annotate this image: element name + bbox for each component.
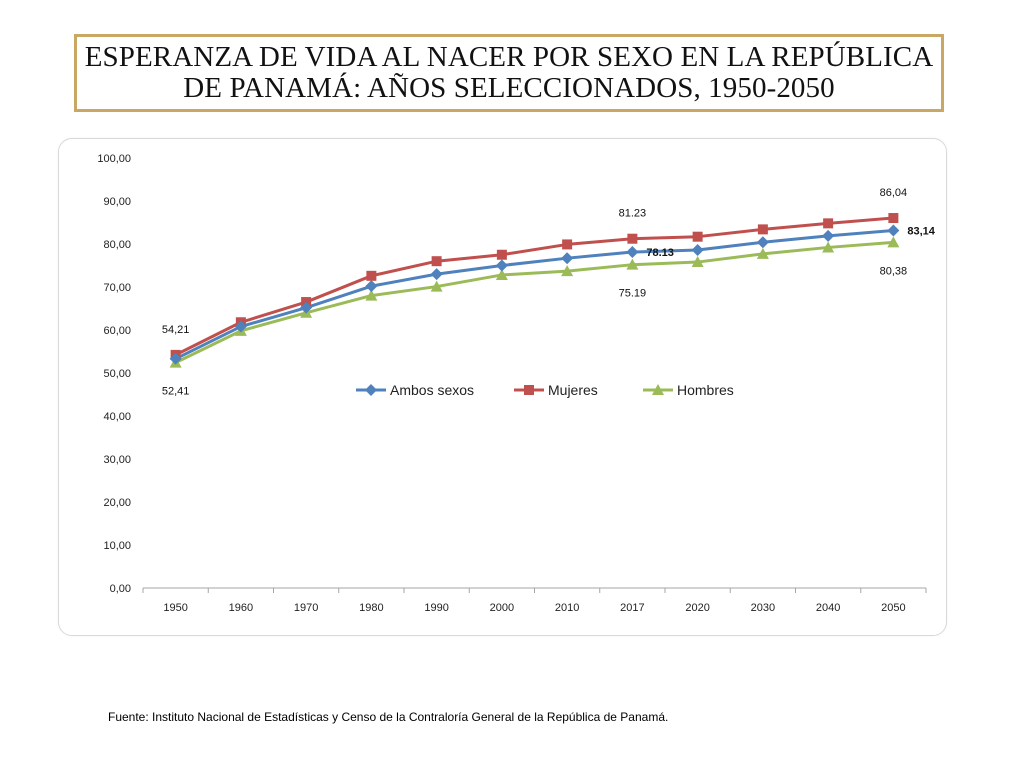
y-tick-label: 20,00	[103, 497, 131, 509]
legend-marker	[652, 384, 664, 395]
x-tick-label: 2050	[881, 602, 905, 614]
x-tick-label: 1960	[229, 602, 253, 614]
x-tick-label: 1970	[294, 602, 318, 614]
source-note: Fuente: Instituto Nacional de Estadístic…	[108, 710, 669, 724]
data-label: 75.19	[619, 288, 647, 300]
data-point-mujeres	[496, 249, 507, 260]
title-box: ESPERANZA DE VIDA AL NACER POR SEXO EN L…	[74, 34, 944, 112]
data-point-ambos-sexos	[887, 224, 900, 237]
data-label: 81.23	[619, 208, 647, 220]
data-point-hombres	[365, 289, 378, 301]
data-point-hombres	[626, 258, 639, 270]
data-label: 52,41	[162, 386, 190, 398]
x-tick-label: 1950	[163, 602, 187, 614]
data-point-hombres	[756, 247, 769, 259]
x-tick-label: 2030	[751, 602, 775, 614]
series-line-ambos-sexos	[174, 229, 894, 361]
data-point-hombres	[887, 236, 900, 248]
data-label: 86,04	[880, 187, 908, 199]
data-point-ambos-sexos	[430, 268, 443, 281]
data-label: 78.13	[646, 247, 674, 259]
data-point-hombres	[561, 265, 574, 277]
data-point-ambos-sexos	[626, 246, 639, 259]
chart-frame: 0,00 10,00 20,00 30,00 40,00 50,00 60,00 70,00 8…	[58, 138, 947, 636]
data-point-ambos-sexos	[234, 320, 247, 333]
data-point-mujeres	[757, 224, 768, 235]
data-point-hombres	[822, 241, 835, 253]
data-point-mujeres	[888, 213, 899, 224]
data-point-mujeres	[431, 256, 442, 267]
y-tick-label: 30,00	[103, 454, 131, 466]
data-point-ambos-sexos	[300, 301, 313, 314]
y-tick-label: 70,00	[103, 282, 131, 294]
legend-label: Hombres	[677, 382, 734, 398]
data-point-mujeres	[562, 239, 573, 250]
x-tick-label: 2020	[685, 602, 709, 614]
x-tick-label: 2010	[555, 602, 579, 614]
data-point-ambos-sexos	[756, 236, 769, 249]
data-point-ambos-sexos	[561, 252, 574, 265]
y-tick-label: 60,00	[103, 325, 131, 337]
x-tick-label: 1980	[359, 602, 383, 614]
legend-marker	[524, 385, 534, 395]
legend-marker	[365, 384, 377, 396]
x-tick-label: 2040	[816, 602, 840, 614]
data-point-ambos-sexos	[365, 280, 378, 293]
data-point-hombres	[691, 256, 704, 268]
x-tick-label: 2017	[620, 602, 644, 614]
legend-label: Mujeres	[548, 382, 598, 398]
data-point-mujeres	[692, 231, 703, 242]
data-point-mujeres	[627, 233, 638, 244]
y-tick-label: 90,00	[103, 196, 131, 208]
data-label: 80,38	[880, 265, 908, 277]
series-line-hombres	[174, 240, 894, 364]
data-point-hombres	[430, 280, 443, 292]
data-point-mujeres	[823, 218, 834, 229]
data-point-ambos-sexos	[822, 229, 835, 242]
x-tick-label: 2000	[490, 602, 514, 614]
data-point-ambos-sexos	[169, 352, 182, 365]
y-tick-label: 50,00	[103, 368, 131, 380]
page-title: ESPERANZA DE VIDA AL NACER POR SEXO EN L…	[84, 41, 934, 104]
life-expectancy-chart: 0,00 10,00 20,00 30,00 40,00 50,00 60,00 70,00 8…	[97, 153, 935, 614]
y-tick-label: 0,00	[110, 583, 131, 595]
data-point-ambos-sexos	[691, 244, 704, 257]
data-label: 83,14	[907, 225, 935, 237]
data-label: 54,21	[162, 324, 190, 336]
data-point-mujeres	[366, 270, 377, 281]
data-point-ambos-sexos	[495, 259, 508, 272]
y-tick-label: 40,00	[103, 411, 131, 423]
x-tick-label: 1990	[424, 602, 448, 614]
y-tick-label: 10,00	[103, 540, 131, 552]
legend-label: Ambos sexos	[390, 382, 474, 398]
series-line-mujeres	[174, 216, 894, 357]
data-point-hombres	[495, 268, 508, 280]
y-tick-label: 100,00	[97, 153, 131, 165]
y-tick-label: 80,00	[103, 239, 131, 251]
